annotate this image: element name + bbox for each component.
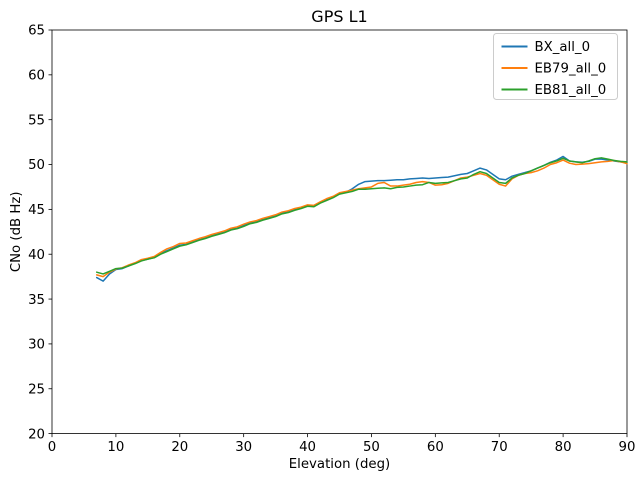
y-tick-label: 45 xyxy=(28,203,45,218)
legend-label: EB79_all_0 xyxy=(535,62,607,77)
series-line-EB79_all_0 xyxy=(95,159,628,278)
legend: BX_all_0 EB79_all_0 EB81_all_0 xyxy=(493,33,618,100)
series-lines xyxy=(95,155,628,282)
y-tick-label: 65 xyxy=(28,24,45,39)
x-tick-label: 40 xyxy=(299,440,316,455)
x-tick-label: 10 xyxy=(107,440,124,455)
y-tick-label: 30 xyxy=(28,338,45,353)
y-tick-label: 35 xyxy=(28,293,45,308)
y-axis-ticks: 20 25 30 35 40 45 50 55 60 65 xyxy=(28,24,52,442)
y-axis-label: CNo (dB Hz) xyxy=(9,191,24,272)
legend-box xyxy=(493,33,618,100)
y-tick-label: 20 xyxy=(28,427,45,442)
x-tick-label: 70 xyxy=(491,440,508,455)
y-tick-label: 40 xyxy=(28,248,45,263)
x-tick-label: 30 xyxy=(235,440,252,455)
x-axis-label: Elevation (deg) xyxy=(289,457,390,472)
plot-border xyxy=(51,29,628,435)
x-tick-label: 20 xyxy=(171,440,188,455)
legend-label: EB81_all_0 xyxy=(535,83,607,98)
x-tick-label: 90 xyxy=(619,440,636,455)
legend-label: BX_all_0 xyxy=(535,40,591,55)
series-line-BX_all_0 xyxy=(95,155,628,282)
x-axis-ticks: 0 10 20 30 40 50 60 70 80 90 xyxy=(48,433,636,455)
x-tick-label: 50 xyxy=(363,440,380,455)
x-tick-label: 60 xyxy=(427,440,444,455)
x-tick-label: 0 xyxy=(48,440,56,455)
x-tick-label: 80 xyxy=(555,440,572,455)
y-tick-label: 25 xyxy=(28,382,45,397)
y-tick-label: 50 xyxy=(28,158,45,173)
y-tick-label: 55 xyxy=(28,113,45,128)
series-line-EB81_all_0 xyxy=(95,157,628,275)
chart-title: GPS L1 xyxy=(311,7,367,26)
y-tick-label: 60 xyxy=(28,69,45,84)
